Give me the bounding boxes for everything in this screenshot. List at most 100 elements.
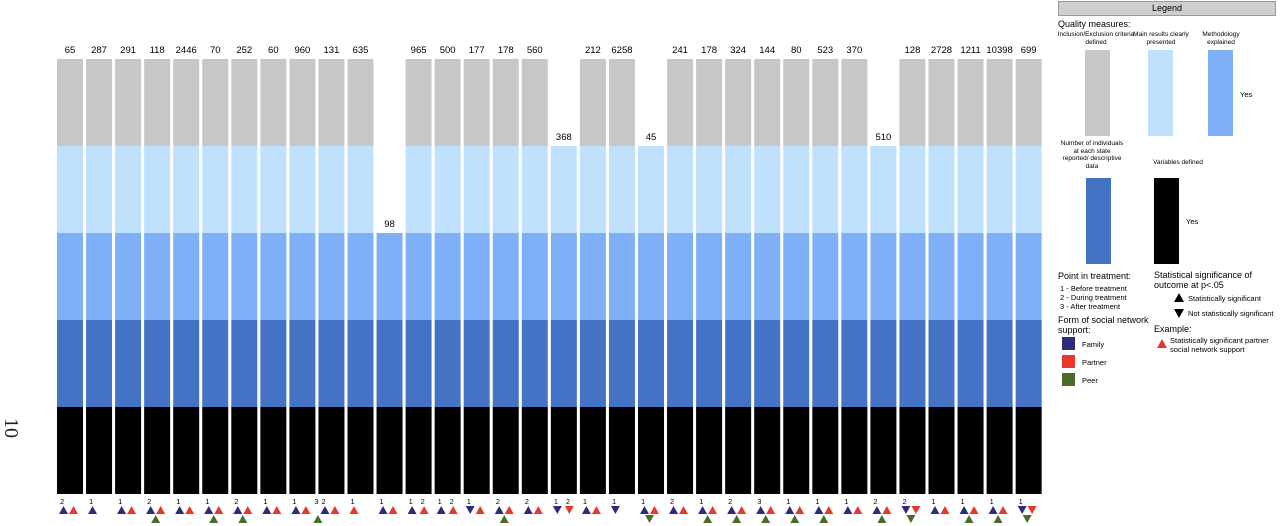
partner-marker-icon (591, 506, 601, 514)
treatment-point-label: 3 (314, 497, 318, 506)
treatment-point-label: 1 (351, 497, 355, 506)
bar-segment (492, 407, 519, 494)
example-heading: Example: (1154, 324, 1192, 334)
bar-segment (434, 407, 461, 494)
treatment-point-label: 3 (757, 497, 761, 506)
bar-segment (754, 233, 781, 320)
bar-segment (696, 59, 723, 146)
bar-segment (260, 146, 287, 233)
sample-size-label: 291 (120, 45, 136, 56)
partner-marker-icon (69, 506, 78, 514)
bar-segment (173, 407, 200, 494)
partner-marker-icon (708, 506, 718, 514)
peer-marker-icon (877, 515, 887, 523)
peer-marker-icon (761, 515, 771, 523)
bar-segment (550, 320, 577, 407)
bar-segment (812, 407, 839, 494)
treatment-point-label: 2 (147, 497, 151, 506)
treatment-point-label: 1 (815, 497, 819, 506)
treatment-point-label: 1 (583, 497, 587, 506)
bar-segment (492, 233, 519, 320)
family-marker-icon (465, 506, 475, 514)
treatment-point-label: 1 (844, 497, 848, 506)
sample-size-label: 252 (236, 45, 252, 56)
treatment-point-label: 1 (1019, 497, 1023, 506)
bar-segment (870, 320, 897, 407)
sample-size-label: 10398 (986, 45, 1012, 56)
inclusion-label: Inclusion/Exclusion criteria defined (1057, 31, 1135, 46)
bar-segment (173, 320, 200, 407)
sample-size-label: 128 (905, 45, 921, 56)
bar-segment (725, 59, 752, 146)
treatment-point-label: 1 (438, 497, 442, 506)
point-3-label: 3 - After treatment (1060, 302, 1121, 311)
sample-size-label: 960 (294, 45, 310, 56)
bar-segment (144, 233, 171, 320)
treatment-point-label: 1 (118, 497, 122, 506)
bar-segment (1015, 233, 1042, 320)
treatment-point-label: 2 (496, 497, 500, 506)
treatment-point-label: 2 (60, 497, 64, 506)
treatment-point-label: 1 (932, 497, 936, 506)
treatment-point-label: 1 (176, 497, 180, 506)
bar-segment (260, 59, 287, 146)
partner-marker-icon (388, 506, 398, 514)
partner-marker-icon (533, 506, 543, 514)
bar-segment (783, 59, 810, 146)
sample-size-label: 699 (1021, 45, 1037, 56)
sample-size-label: 178 (701, 45, 717, 56)
not-significant-triangle-icon (1174, 309, 1184, 318)
bar-segment (957, 59, 984, 146)
bar-segment (638, 407, 664, 494)
family-marker-icon (233, 506, 243, 514)
peer-marker-icon (732, 515, 742, 523)
yes-label-bottom: Yes (1186, 217, 1199, 226)
bar-segment (318, 146, 345, 233)
bar-segment (725, 407, 752, 494)
bar-segment (144, 59, 171, 146)
sample-size-label: 287 (91, 45, 107, 56)
sample-size-label: 118 (150, 45, 165, 56)
bar-segment (783, 146, 810, 233)
bar-segment (1015, 59, 1042, 146)
bar-segment (376, 320, 403, 407)
treatment-point-label: 2 (525, 497, 529, 506)
partner-marker-icon (349, 506, 359, 514)
sample-size-label: 560 (527, 45, 543, 56)
peer-marker-icon (906, 515, 916, 523)
descriptive-label: Number of individuals at each state repo… (1060, 140, 1124, 170)
bar-segment (812, 320, 839, 407)
family-marker-icon (814, 506, 824, 514)
bar-segment (812, 146, 839, 233)
bar-segment (957, 233, 984, 320)
family-marker-icon (727, 506, 737, 514)
bar-segment (115, 233, 142, 320)
family-marker-icon (59, 506, 68, 514)
family-marker-icon (291, 506, 301, 514)
treatment-point-label: 2 (566, 497, 570, 506)
bar-segment (841, 59, 868, 146)
bar-segment (376, 233, 403, 320)
bar-segment (405, 59, 432, 146)
bar-segment (667, 233, 694, 320)
bar-segment (608, 59, 635, 146)
bar-segment (986, 146, 1013, 233)
bar-segment (260, 407, 287, 494)
bar-segment (57, 320, 83, 407)
treatment-point-label: 2 (450, 497, 454, 506)
sample-size-label: 98 (384, 219, 395, 230)
bar-segment (144, 146, 171, 233)
partner-marker-icon (475, 506, 485, 514)
sample-size-label: 368 (556, 132, 572, 143)
example-text: Statistically significant partner social… (1170, 336, 1269, 354)
partner-marker-icon (504, 506, 514, 514)
bar-segment (492, 320, 519, 407)
family-marker-icon (175, 506, 185, 514)
bar-segment (57, 233, 83, 320)
bar-segment (550, 146, 577, 233)
treatment-point-label: 1 (205, 497, 209, 506)
family-marker-icon (640, 506, 649, 514)
bar-segment (434, 320, 461, 407)
bar-segment (754, 320, 781, 407)
partner-marker-icon (272, 506, 282, 514)
